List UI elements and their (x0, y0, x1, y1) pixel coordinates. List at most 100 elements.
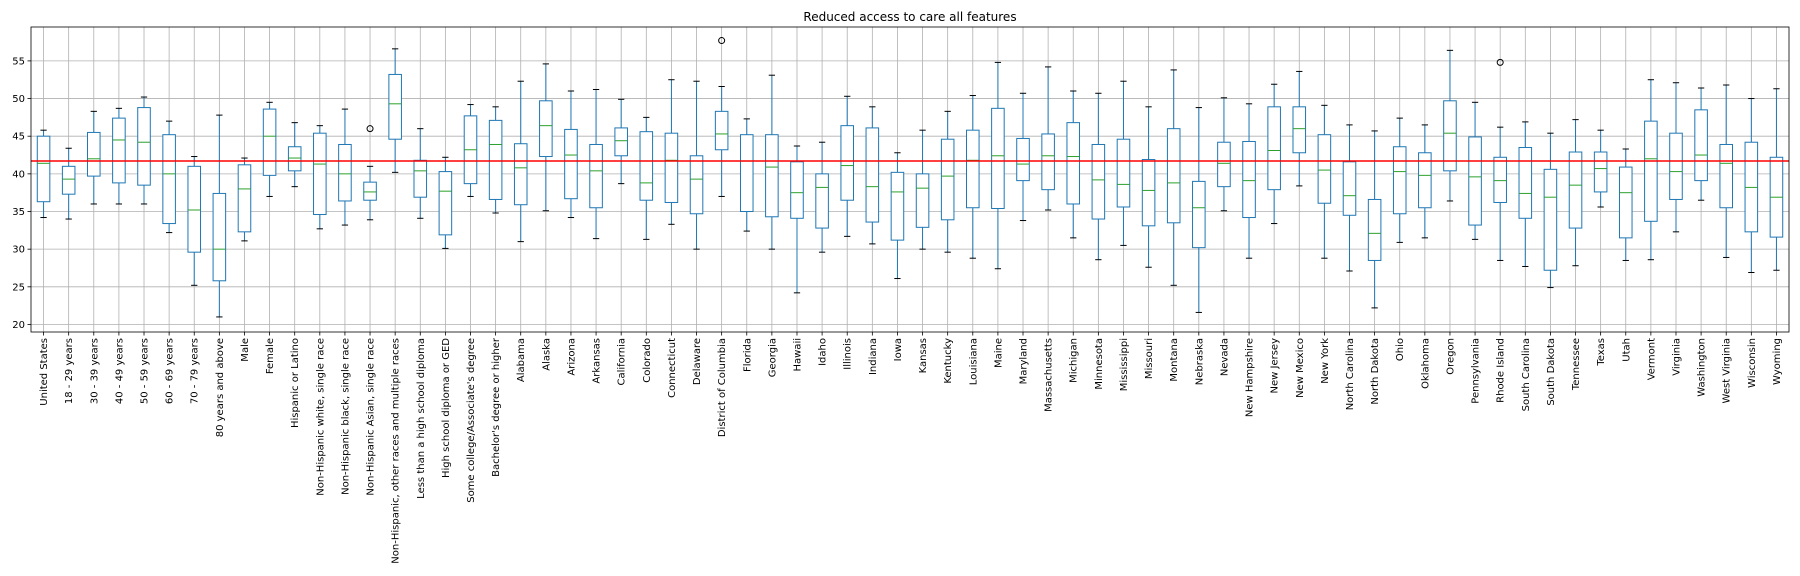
x-tick-label: Tennessee (1571, 338, 1582, 391)
x-tick-label: Alaska (541, 338, 552, 371)
x-tick-label: 70 - 79 years (190, 338, 201, 404)
box-iqr (262, 108, 277, 176)
box-60 (1543, 132, 1558, 289)
x-tick-label: Bachelor's degree or higher (491, 337, 502, 477)
box-iqr (1116, 138, 1131, 208)
box-31 (815, 141, 829, 253)
box-19 (513, 80, 528, 243)
outlier-point (366, 125, 374, 133)
x-tick-label: Non-Hispanic black, single race (340, 338, 351, 495)
x-axis: United States 18 - 29 years 30 - 39 years 4… (39, 332, 1783, 564)
box-iqr (1644, 120, 1658, 222)
x-tick-label: Hawaii (792, 338, 803, 372)
x-tick-label: Utah (1621, 338, 1632, 362)
box-11 (313, 125, 327, 230)
box-49 (1267, 83, 1281, 225)
box-65 (1669, 82, 1683, 233)
box-iqr (815, 173, 829, 229)
boxes-layer (36, 37, 1784, 318)
x-tick-label: Wyoming (1772, 338, 1783, 385)
box-iqr (966, 129, 980, 209)
x-tick-label: Nevada (1219, 338, 1230, 376)
box-iqr (338, 143, 352, 202)
box-9 (262, 101, 277, 197)
x-tick-label: Wisconsin (1747, 338, 1758, 388)
y-axis: 20 25 30 35 40 45 50 55 (12, 56, 31, 331)
outlier-point (1496, 58, 1504, 66)
y-tick-label: 40 (12, 169, 25, 180)
box-37 (966, 95, 980, 259)
box-iqr (287, 146, 302, 172)
box-iqr (1041, 133, 1055, 191)
box-iqr (689, 155, 704, 215)
x-tick-label: Indiana (868, 338, 879, 375)
x-tick-label: New Jersey (1270, 338, 1281, 394)
x-tick-label: Vermont (1646, 338, 1657, 380)
x-tick-label: 40 - 49 years (114, 338, 125, 404)
box-iqr (564, 128, 578, 200)
x-tick-label: Montana (1169, 338, 1180, 382)
box-34 (890, 152, 905, 280)
x-tick-label: Missouri (1144, 338, 1155, 379)
box-iqr (513, 143, 528, 206)
box-26 (689, 80, 704, 250)
box-40 (1041, 66, 1055, 211)
box-68 (1744, 98, 1759, 274)
box-iqr (388, 73, 402, 140)
box-58 (1493, 58, 1507, 261)
box-22 (589, 89, 603, 240)
y-tick-label: 35 (12, 207, 25, 218)
box-iqr (112, 117, 126, 184)
box-iqr (614, 127, 628, 157)
x-tick-label: Kansas (918, 338, 929, 373)
box-1 (61, 147, 76, 220)
box-iqr (1694, 109, 1708, 182)
x-tick-label: Washington (1697, 338, 1708, 397)
x-tick-label: Arkansas (592, 338, 603, 384)
box-iqr (61, 165, 76, 195)
box-6 (187, 156, 202, 286)
box-30 (790, 145, 804, 294)
box-7 (212, 114, 227, 318)
box-61 (1568, 119, 1583, 267)
x-tick-label: Maine (993, 338, 1004, 368)
box-39 (1016, 92, 1030, 222)
box-iqr (413, 159, 428, 198)
box-27 (714, 37, 729, 197)
box-24 (639, 116, 654, 240)
x-tick-label: Pennsylvania (1471, 338, 1482, 404)
box-55 (1418, 124, 1432, 239)
box-iqr (890, 171, 905, 241)
box-iqr (137, 107, 151, 186)
x-tick-label: Some college/Associate's degree (466, 338, 477, 503)
box-iqr (162, 134, 176, 225)
x-tick-label: Idaho (818, 338, 829, 366)
box-iqr (1392, 146, 1407, 215)
box-4 (137, 96, 151, 205)
x-tick-label: New Mexico (1295, 338, 1306, 398)
box-iqr (639, 131, 654, 201)
box-41 (1066, 90, 1081, 239)
box-iqr (1342, 161, 1357, 216)
x-tick-label: New York (1320, 338, 1331, 384)
box-51 (1317, 104, 1332, 259)
chart-title: Reduced access to care all features (803, 10, 1016, 24)
box-35 (915, 129, 930, 250)
box-iqr (1242, 140, 1256, 219)
box-iqr (840, 125, 854, 201)
box-50 (1292, 70, 1307, 187)
box-iqr (539, 100, 553, 158)
box-5 (162, 120, 176, 234)
x-tick-label: District of Columbia (717, 338, 728, 437)
x-tick-label: 80 years and above (215, 338, 226, 437)
box-iqr (865, 127, 880, 223)
box-iqr (1543, 168, 1558, 271)
x-tick-label: Georgia (767, 338, 778, 377)
x-tick-label: Male (240, 338, 251, 362)
box-iqr (1443, 100, 1457, 172)
x-tick-label: Less than a high school diploma (416, 338, 427, 499)
x-tick-label: South Carolina (1521, 338, 1532, 411)
box-iqr (589, 143, 603, 209)
box-38 (991, 61, 1005, 270)
